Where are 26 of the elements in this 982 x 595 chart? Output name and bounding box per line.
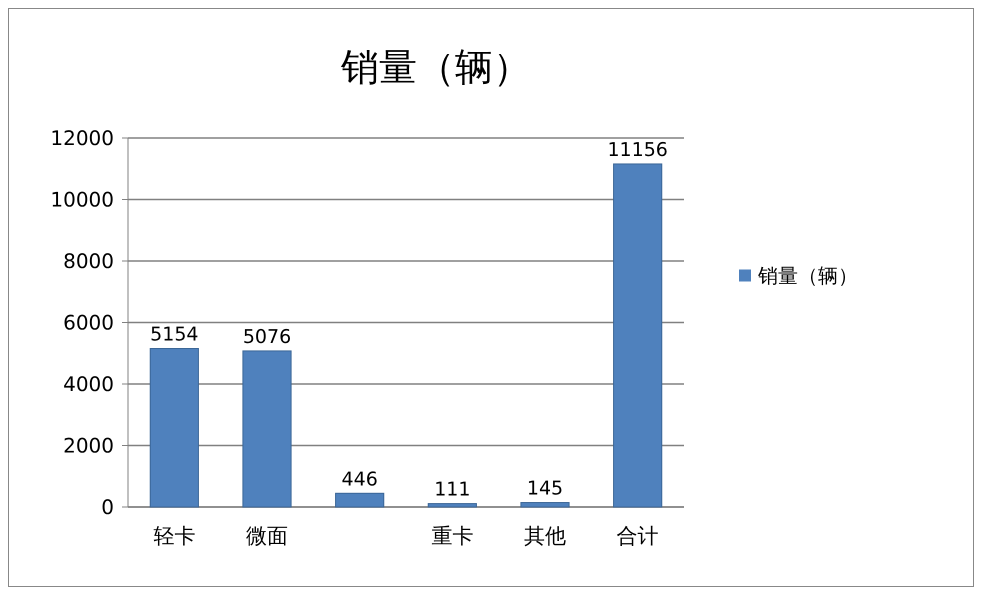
data-label: 11156 [607,138,668,161]
data-label: 145 [526,478,564,500]
x-tick-label: 重卡 [431,524,474,548]
y-tick-label: 12000 [50,126,114,150]
data-label: 446 [342,468,378,490]
bar [520,502,570,508]
data-label: 5076 [242,326,292,348]
bar [150,348,199,508]
legend-label: 销量（辆） [757,264,858,288]
y-tick-label: 10000 [50,188,114,212]
x-tick-label: 轻卡 [153,524,196,548]
bar [613,163,662,508]
y-tick-label: 8000 [63,249,114,273]
y-tick-label: 0 [101,495,114,519]
chart-title: 销量（辆） [340,45,531,89]
y-tick-label: 6000 [63,310,114,334]
bar [242,350,292,508]
data-label: 5154 [150,324,199,346]
x-tick-label: 微面 [246,524,288,548]
bar [428,503,477,508]
data-label: 111 [434,478,470,501]
y-tick-label: 2000 [63,434,114,458]
x-tick-label: 合计 [616,524,659,548]
bar [335,492,384,508]
x-tick-label: 其他 [524,524,566,548]
y-tick-label: 4000 [63,372,114,396]
